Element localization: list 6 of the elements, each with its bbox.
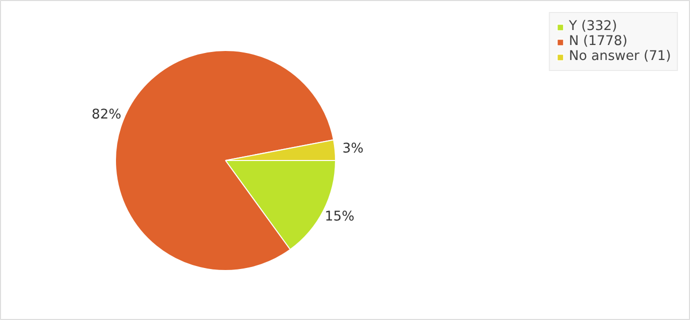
data-label: 82% (92, 107, 122, 122)
legend-label: N (1778) (568, 34, 628, 49)
data-label: 3% (342, 141, 364, 156)
data-label: 15% (324, 209, 354, 224)
legend-label: No answer (71) (568, 49, 671, 64)
legend-label: Y (332) (568, 19, 618, 34)
